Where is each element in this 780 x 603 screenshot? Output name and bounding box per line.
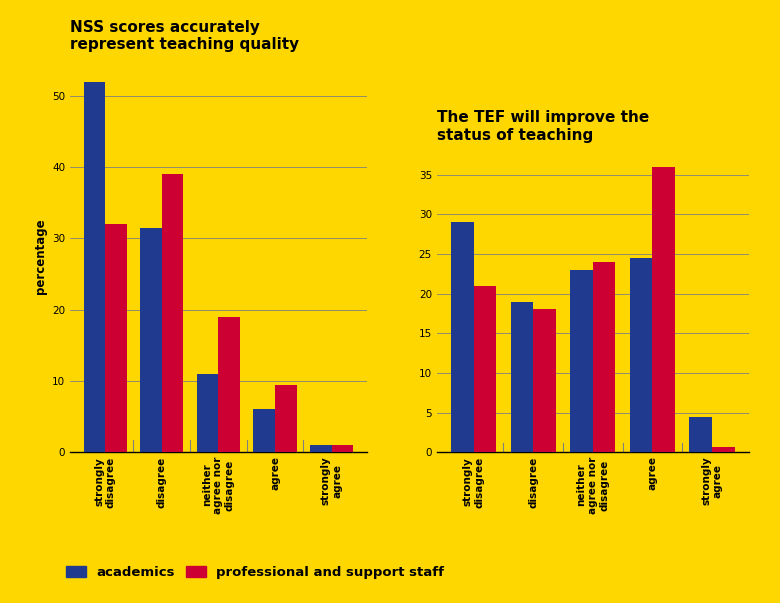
Bar [161,174,183,452]
Bar [534,309,556,452]
Title: NSS scores accurately
represent teaching quality: NSS scores accurately represent teaching… [70,20,300,52]
Bar [473,286,496,452]
Bar [629,258,652,452]
Bar [310,445,332,452]
Title: The TEF will improve the
status of teaching: The TEF will improve the status of teach… [437,110,649,143]
Bar [83,81,105,452]
Bar [690,417,712,452]
Bar [511,302,534,452]
Bar [105,224,126,452]
Bar [254,409,275,452]
Bar [197,374,218,452]
Legend: academics, professional and support staff: academics, professional and support staf… [61,560,449,584]
Bar [712,447,735,452]
Bar [332,445,353,452]
Y-axis label: percentage: percentage [34,218,47,294]
Bar [593,262,615,452]
Bar [652,166,675,452]
Bar [275,385,296,452]
Bar [218,317,240,452]
Bar [451,222,473,452]
Bar [140,228,161,452]
Bar [570,270,593,452]
